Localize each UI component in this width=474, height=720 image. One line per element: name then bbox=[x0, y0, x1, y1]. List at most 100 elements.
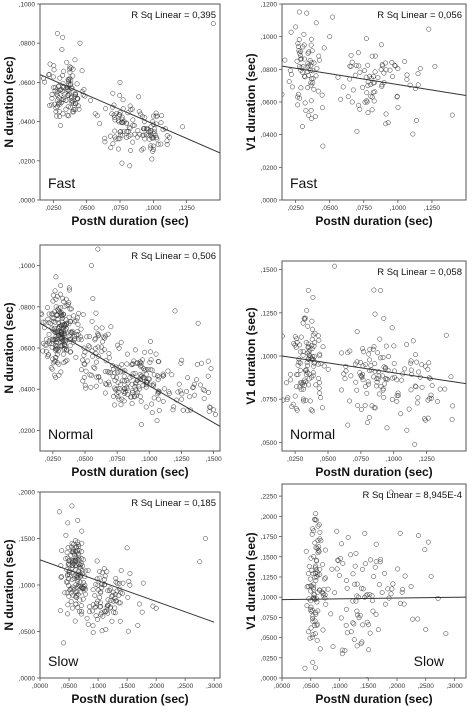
scatter-point bbox=[89, 318, 95, 324]
scatter-point bbox=[53, 375, 59, 380]
scatter-point bbox=[316, 57, 322, 63]
scatter-point bbox=[435, 596, 441, 601]
scatter-point bbox=[301, 31, 307, 37]
scatter-point bbox=[132, 347, 138, 353]
scatter-point bbox=[366, 415, 372, 420]
scatter-point bbox=[93, 310, 99, 316]
scatter-point bbox=[78, 367, 84, 373]
scatter-point bbox=[71, 100, 77, 106]
scatter-point bbox=[127, 375, 133, 381]
scatter-point bbox=[147, 359, 153, 365]
x-tick-label: ,0500 bbox=[77, 456, 94, 463]
scatter-point bbox=[160, 373, 166, 379]
scatter-point bbox=[54, 30, 60, 36]
scatter-point bbox=[294, 407, 300, 413]
scatter-point bbox=[311, 584, 317, 590]
scatter-point bbox=[79, 608, 85, 614]
x-tick-label: ,0500 bbox=[322, 205, 339, 212]
scatter-point bbox=[57, 608, 63, 614]
scatter-point bbox=[156, 374, 162, 380]
scatter-point bbox=[112, 377, 118, 383]
scatter-point bbox=[117, 618, 123, 624]
scatter-point bbox=[121, 128, 127, 134]
scatter-point bbox=[374, 376, 380, 382]
scatter-point bbox=[67, 562, 73, 568]
scatter-point bbox=[297, 50, 302, 56]
scatter-point bbox=[303, 379, 309, 385]
scatter-point bbox=[90, 623, 96, 629]
scatter-point bbox=[125, 594, 131, 600]
scatter-point bbox=[100, 339, 105, 345]
scatter-point bbox=[126, 578, 132, 584]
scatter-point bbox=[82, 362, 88, 368]
scatter-point bbox=[105, 597, 111, 603]
scatter-point bbox=[138, 398, 144, 404]
y-tick-label: ,0000 bbox=[261, 676, 278, 683]
scatter-point bbox=[50, 85, 56, 91]
scatter-point bbox=[81, 580, 86, 585]
scatter-point bbox=[363, 36, 369, 42]
scatter-point bbox=[302, 377, 307, 383]
scatter-point bbox=[99, 628, 105, 634]
scatter-point bbox=[389, 375, 395, 381]
scatter-point bbox=[379, 84, 385, 89]
scatter-point bbox=[147, 349, 153, 355]
scatter-point bbox=[223, 404, 227, 408]
scatter-point bbox=[65, 93, 71, 99]
scatter-point bbox=[125, 628, 131, 634]
scatter-point bbox=[64, 87, 70, 93]
condition-label: Fast bbox=[290, 175, 317, 191]
scatter-point bbox=[45, 305, 50, 311]
scatter-point bbox=[142, 119, 147, 125]
scatter-point bbox=[55, 360, 61, 366]
scatter-point bbox=[169, 372, 175, 378]
scatter-point bbox=[360, 84, 366, 90]
scatter-point bbox=[381, 364, 387, 370]
scatter-point bbox=[383, 601, 388, 607]
scatter-point bbox=[87, 609, 92, 615]
scatter-point bbox=[140, 146, 146, 152]
scatter-point bbox=[310, 370, 316, 376]
x-axis-label: PostN duration (sec) bbox=[315, 214, 432, 228]
scatter-point bbox=[67, 349, 73, 355]
scatter-point bbox=[56, 109, 62, 115]
scatter-point bbox=[210, 21, 216, 27]
scatter-point bbox=[315, 88, 321, 94]
scatter-point bbox=[69, 540, 75, 546]
scatter-point bbox=[309, 36, 314, 42]
scatter-point bbox=[344, 578, 350, 584]
scatter-point bbox=[93, 582, 99, 587]
scatter-point bbox=[109, 618, 115, 624]
scatter-point bbox=[61, 351, 66, 357]
scatter-point bbox=[103, 627, 109, 632]
scatter-point bbox=[368, 363, 374, 368]
scatter-point bbox=[124, 129, 130, 135]
fit-line bbox=[40, 559, 215, 623]
scatter-point bbox=[131, 358, 137, 364]
fit-line bbox=[40, 322, 220, 427]
scatter-point bbox=[115, 146, 121, 152]
scatter-point bbox=[73, 101, 78, 106]
scatter-point bbox=[76, 310, 82, 316]
scatter-point bbox=[149, 156, 155, 162]
scatter-point bbox=[307, 576, 313, 582]
r-squared-label: R Sq Linear = 0,056 bbox=[377, 10, 462, 21]
condition-label: Normal bbox=[48, 426, 93, 442]
scatter-point bbox=[412, 441, 418, 447]
scatter-point bbox=[68, 331, 74, 337]
scatter-point bbox=[80, 586, 85, 592]
scatter-point bbox=[111, 393, 116, 399]
scatter-point bbox=[171, 404, 177, 410]
scatter-point bbox=[135, 128, 141, 134]
scatter-point bbox=[42, 319, 48, 325]
scatter-point bbox=[95, 246, 101, 252]
scatter-point bbox=[308, 625, 314, 631]
scatter-point bbox=[72, 336, 78, 342]
scatter-point bbox=[148, 357, 154, 363]
scatter-point bbox=[358, 641, 364, 646]
scatter-point bbox=[61, 640, 67, 646]
scatter-point bbox=[102, 390, 108, 396]
scatter-point bbox=[75, 583, 81, 589]
y-axis-label: V1 duration (sec) bbox=[244, 307, 258, 404]
scatter-point bbox=[408, 358, 414, 364]
